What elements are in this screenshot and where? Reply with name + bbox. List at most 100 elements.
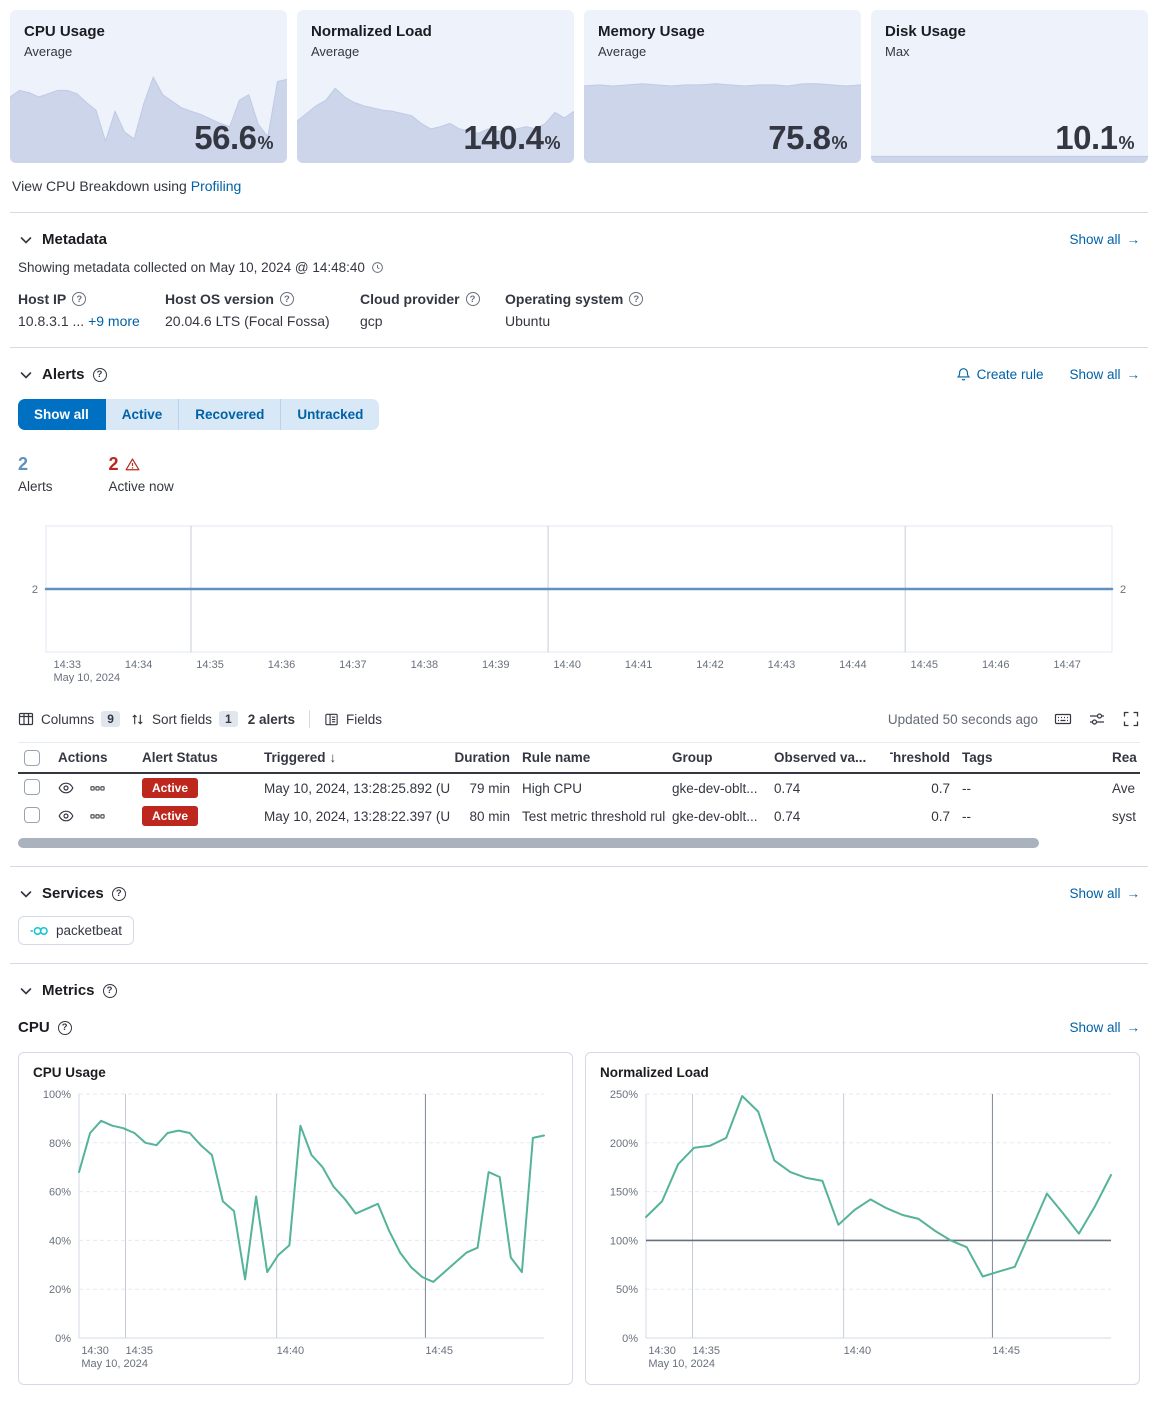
cell-duration: 79 min <box>469 780 510 796</box>
fields-icon <box>324 712 339 727</box>
alerts-table-header: Actions Alert Status Triggered ↓ Duration… <box>18 742 1140 774</box>
more-actions-icon[interactable] <box>90 781 105 796</box>
cell-threshold: 0.7 <box>931 780 950 796</box>
cell-tags: -- <box>962 780 971 796</box>
svg-text:14:39: 14:39 <box>482 659 510 671</box>
help-icon[interactable]: ? <box>57 1020 72 1035</box>
svg-text:14:35: 14:35 <box>693 1345 721 1357</box>
select-all-checkbox[interactable] <box>24 749 40 766</box>
svg-text:2: 2 <box>1120 584 1126 596</box>
svg-text:14:34: 14:34 <box>125 659 153 671</box>
metadata-field-operating-system: Operating system? Ubuntu <box>505 291 644 329</box>
scrollbar-thumb[interactable] <box>18 838 1040 848</box>
cell-rule-name: High CPU <box>522 780 583 796</box>
service-chip-packetbeat[interactable]: packetbeat <box>18 916 135 945</box>
col-tags[interactable]: Tags <box>962 750 993 765</box>
fullscreen-icon[interactable] <box>1122 710 1140 728</box>
alert-count-label: 2 alerts <box>247 711 295 727</box>
metrics-charts: CPU Usage 0% 20% 40% 60% 80% 100% 14:30 May 10,… <box>18 1052 1140 1385</box>
chevron-down-icon[interactable] <box>18 232 34 248</box>
memory-usage-sparkline <box>584 53 861 163</box>
chevron-down-icon[interactable] <box>18 983 34 999</box>
metadata-field-host-os-version: Host OS version? 20.04.6 LTS (Focal Foss… <box>165 291 330 329</box>
bell-icon <box>956 367 971 382</box>
normalized-load-chart-panel: Normalized Load 0% 50% 100% 150% 200% 250% 14:… <box>585 1052 1140 1385</box>
cpu-usage-chart-panel: CPU Usage 0% 20% 40% 60% 80% 100% 14:30 May 10,… <box>18 1052 573 1385</box>
metrics-title: Metrics <box>42 982 95 999</box>
chart-title: Normalized Load <box>600 1065 709 1080</box>
col-group[interactable]: Group <box>672 750 713 765</box>
display-options-icon[interactable] <box>1088 710 1106 728</box>
help-icon[interactable]: ? <box>111 886 126 901</box>
more-actions-icon[interactable] <box>90 809 105 824</box>
kpi-value: 140.4% <box>463 119 560 156</box>
updated-ago-label: Updated 50 seconds ago <box>887 711 1038 727</box>
svg-text:May 10, 2024: May 10, 2024 <box>81 1358 148 1370</box>
columns-count-badge: 9 <box>101 711 120 727</box>
row-checkbox[interactable] <box>24 778 40 795</box>
cell-threshold: 0.7 <box>931 808 950 824</box>
metadata-show-all-link[interactable]: Show all → <box>1069 232 1140 247</box>
kpi-title: Normalized Load <box>311 23 432 40</box>
status-badge: Active <box>142 778 199 798</box>
alerts-timeline-chart: 2 2 14:33 May 10, 2024 14:34 14:35 14:36 14:37 1… <box>18 518 1140 688</box>
help-icon[interactable]: ? <box>102 983 117 998</box>
cpu-subsection-title: CPU <box>18 1019 50 1036</box>
svg-text:200%: 200% <box>610 1138 638 1150</box>
more-ips-link[interactable]: +9 more <box>88 313 140 329</box>
svg-text:14:42: 14:42 <box>696 659 724 671</box>
kpi-title: Disk Usage <box>885 23 966 40</box>
keyboard-shortcuts-icon[interactable] <box>1054 710 1072 728</box>
col-alert-status[interactable]: Alert Status <box>142 750 218 765</box>
help-icon[interactable]: ? <box>72 292 87 306</box>
metadata-field-host-ip: Host IP? 10.8.3.1 ... +9 more <box>18 291 140 329</box>
svg-text:14:46: 14:46 <box>982 659 1010 671</box>
profiling-link[interactable]: Profiling <box>190 178 242 194</box>
clock-icon <box>371 261 384 274</box>
help-icon[interactable]: ? <box>629 292 644 306</box>
svg-text:14:45: 14:45 <box>425 1345 453 1357</box>
chevron-down-icon[interactable] <box>18 367 34 383</box>
cell-reason: syst <box>1112 808 1137 824</box>
sort-count-badge: 1 <box>219 711 238 727</box>
create-rule-button[interactable]: Create rule <box>956 367 1043 382</box>
help-icon[interactable]: ? <box>92 367 107 382</box>
col-triggered[interactable]: Triggered ↓ <box>264 750 337 765</box>
alerts-show-all-link[interactable]: Show all → <box>1069 367 1140 382</box>
chevron-down-icon[interactable] <box>18 886 34 902</box>
columns-button[interactable]: Columns 9 <box>18 711 120 727</box>
fields-button[interactable]: Fields <box>324 712 382 727</box>
row-checkbox[interactable] <box>24 806 40 823</box>
services-show-all-link[interactable]: Show all → <box>1069 886 1140 901</box>
help-icon[interactable]: ? <box>465 292 480 306</box>
col-threshold[interactable]: Threshold <box>890 750 950 765</box>
kpi-title: CPU Usage <box>24 23 105 40</box>
col-duration[interactable]: Duration <box>454 750 511 765</box>
sort-desc-icon: ↓ <box>329 750 337 765</box>
arrow-right-icon: → <box>1126 1020 1141 1035</box>
col-observed-values[interactable]: Observed va... <box>774 750 867 765</box>
view-alert-icon[interactable] <box>58 780 74 796</box>
toolbar-divider <box>308 710 310 728</box>
status-badge: Active <box>142 806 199 826</box>
tab-show-all[interactable]: Show all <box>18 399 106 430</box>
svg-text:50%: 50% <box>616 1284 638 1296</box>
sort-fields-button[interactable]: Sort fields 1 <box>130 711 238 727</box>
warning-icon <box>125 457 140 472</box>
col-rule-name[interactable]: Rule name <box>522 750 591 765</box>
tab-recovered[interactable]: Recovered <box>179 399 282 430</box>
help-icon[interactable]: ? <box>279 292 294 306</box>
arrow-right-icon: → <box>1126 886 1141 901</box>
col-actions: Actions <box>58 750 108 765</box>
tab-active[interactable]: Active <box>106 399 180 430</box>
horizontal-scrollbar <box>18 838 1140 848</box>
tab-untracked[interactable]: Untracked <box>297 407 364 422</box>
svg-text:14:35: 14:35 <box>126 1345 154 1357</box>
svg-text:14:44: 14:44 <box>839 659 867 671</box>
kpi-title: Memory Usage <box>598 23 705 40</box>
view-alert-icon[interactable] <box>58 808 74 824</box>
metrics-show-all-link[interactable]: Show all → <box>1069 1020 1140 1035</box>
kpi-card-normalized-load: Normalized Load Average 140.4% <box>297 10 574 163</box>
alerts-title: Alerts <box>42 366 85 383</box>
col-reason[interactable]: Rea <box>1112 750 1137 765</box>
